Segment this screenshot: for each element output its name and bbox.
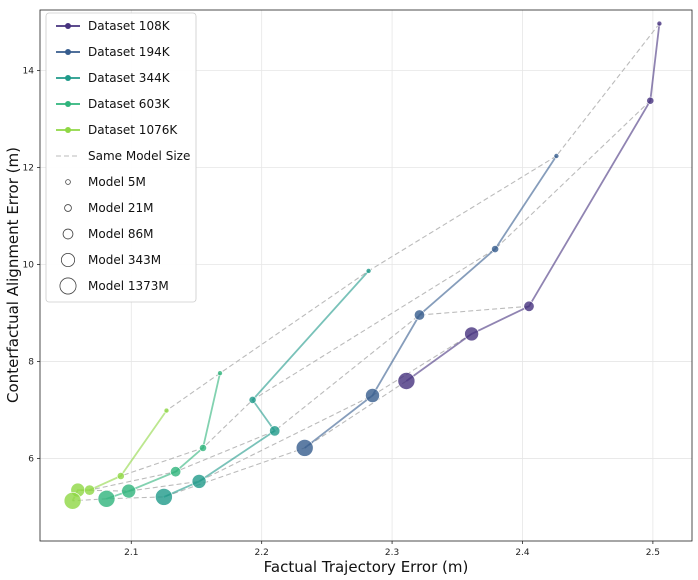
legend-size-swatch	[65, 179, 71, 185]
data-point	[191, 474, 207, 489]
data-points	[63, 20, 663, 510]
legend-item-label: Dataset 1076K	[88, 123, 178, 137]
x-tick-label: 2.4	[515, 548, 530, 558]
series-line-1	[304, 155, 558, 449]
legend-item-label: Model 21M	[88, 201, 153, 215]
data-point	[155, 488, 173, 506]
data-point	[63, 491, 82, 510]
legend: Dataset 108K Dataset 194K Dataset 344K Data…	[45, 12, 197, 303]
legend-marker-swatch	[65, 127, 71, 133]
same-model-size-line-86M	[89, 305, 530, 491]
data-point	[646, 96, 655, 105]
x-tick-label: 2.2	[255, 548, 269, 558]
data-point	[84, 484, 96, 496]
legend-box	[45, 12, 197, 303]
legend-item-label: Model 1373M	[88, 279, 169, 293]
legend-item-label: Same Model Size	[88, 149, 190, 163]
x-axis-label: Factual Trajectory Error (m)	[264, 558, 469, 576]
y-tick-label: 12	[23, 164, 34, 174]
legend-item-label: Dataset 344K	[88, 71, 171, 85]
legend-marker-swatch	[65, 49, 71, 55]
x-tick-label: 2.1	[124, 548, 138, 558]
data-point	[523, 300, 535, 312]
data-point	[116, 472, 125, 480]
series-line-2	[163, 270, 370, 498]
data-point	[97, 489, 116, 508]
data-point	[217, 370, 223, 377]
y-tick-label: 10	[23, 261, 35, 271]
legend-item-label: Dataset 108K	[88, 19, 171, 33]
data-point	[248, 395, 257, 404]
grid	[40, 10, 692, 541]
legend-item-label: Model 86M	[88, 227, 153, 241]
data-point	[365, 268, 372, 274]
legend-marker-swatch	[65, 75, 71, 81]
x-tick-label: 2.5	[646, 548, 660, 558]
data-point	[269, 425, 281, 437]
data-point	[553, 153, 560, 159]
data-point	[413, 309, 425, 321]
same-model-size-line-1373M	[72, 380, 407, 502]
y-tick-label: 14	[23, 67, 35, 77]
data-point	[121, 483, 136, 499]
series-line-0	[405, 23, 661, 382]
same-model-size-line-21M	[120, 100, 651, 477]
plot-frame	[39, 9, 693, 542]
legend-marker-swatch	[65, 101, 71, 107]
legend-size-swatch	[60, 252, 76, 268]
y-tick-label: 8	[28, 358, 34, 368]
data-point	[656, 20, 663, 27]
x-tick-label: 2.3	[385, 548, 399, 558]
data-point	[397, 372, 416, 390]
data-point	[170, 466, 182, 478]
y-tick-label: 6	[28, 455, 34, 465]
axis-ticks: 2.1 2.2 2.3 2.4 2.5 6 8 10 12 14	[23, 67, 660, 558]
data-point	[163, 407, 170, 414]
legend-item-label: Model 5M	[88, 175, 146, 189]
legend-size-swatch	[59, 277, 77, 295]
legend-item-label: Dataset 194K	[88, 45, 171, 59]
same-model-size-line-5M	[166, 23, 660, 412]
data-point	[491, 245, 499, 253]
legend-size-swatch	[64, 204, 72, 212]
data-point	[199, 443, 207, 452]
data-point	[295, 439, 314, 457]
same-model-size-line-343M	[77, 333, 472, 492]
data-point	[464, 326, 479, 342]
legend-size-swatch	[62, 228, 74, 240]
data-point	[365, 388, 380, 403]
legend-item-label: Dataset 603K	[88, 97, 171, 111]
legend-marker-swatch	[65, 23, 71, 29]
legend-item-label: Model 343M	[88, 253, 161, 267]
y-axis-label: Conterfactual Alignment Error (m)	[4, 147, 22, 403]
